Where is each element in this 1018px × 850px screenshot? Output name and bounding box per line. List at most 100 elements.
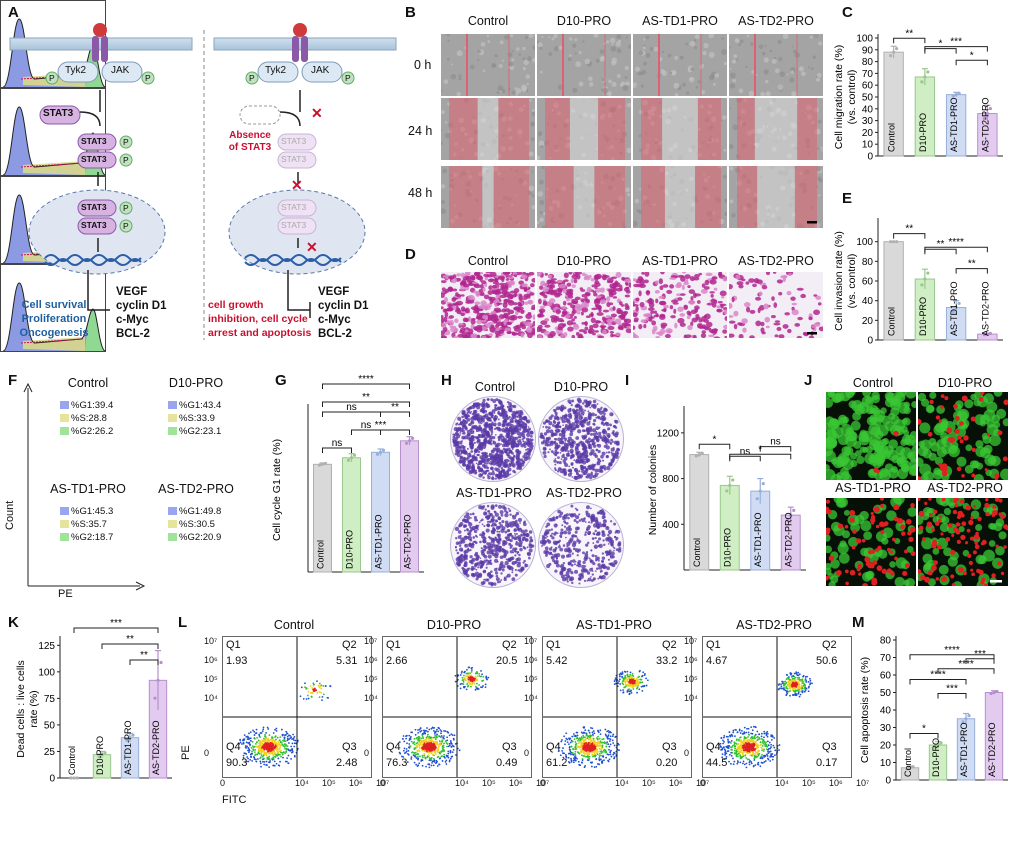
quadrant-label: 0.20 <box>656 757 677 769</box>
sig-label: ns <box>770 437 781 448</box>
data-point <box>159 661 162 664</box>
sig-label: ns <box>740 446 751 457</box>
y-tick-label: 75 <box>44 694 56 705</box>
data-point <box>156 679 159 682</box>
y-axis-title-2: rate (%) <box>28 690 40 727</box>
sig-label: ** <box>362 392 370 403</box>
outcome-label: Proliferation <box>14 312 94 326</box>
y-tick-label: 50 <box>880 688 892 699</box>
sig-label: ** <box>126 634 134 645</box>
sig-label: **** <box>948 237 964 248</box>
data-point <box>889 54 892 57</box>
y-tick: 10⁶ <box>524 655 538 665</box>
group-title: AS-TD2-PRO <box>918 481 1012 495</box>
y-tick-label: 40 <box>862 296 874 307</box>
data-point <box>153 697 156 700</box>
quadrant-label: 44.5 <box>706 757 727 769</box>
outcome-label: cell growth <box>208 298 328 312</box>
quadrant-label: 1.93 <box>226 655 247 667</box>
data-point <box>920 80 923 83</box>
stat3-faded: STAT3 <box>281 220 306 230</box>
gene-label: BCL-2 <box>116 327 167 341</box>
category-label: D10-PRO <box>95 736 105 775</box>
data-point <box>889 240 892 243</box>
y-tick: 0 <box>364 748 369 758</box>
y-tick: 0 <box>684 748 689 758</box>
y-tick-label: 70 <box>880 653 892 664</box>
stat3-label: STAT3 <box>81 154 107 164</box>
data-point <box>792 509 795 512</box>
y-tick-label: 0 <box>49 774 55 785</box>
pe-axis-label: PE <box>58 588 73 600</box>
sig-label: * <box>758 444 762 455</box>
y-tick: 10⁴ <box>204 693 218 703</box>
tyk2-label-left: Tyk2 <box>65 65 86 76</box>
y-tick-label: 100 <box>38 667 55 678</box>
x-tick: 10⁷ <box>856 778 869 788</box>
y-axis-title-2: (vs. control) <box>846 70 858 125</box>
data-point <box>992 691 995 694</box>
group-title: AS-TD1-PRO <box>632 14 728 28</box>
stat3-label: STAT3 <box>81 220 107 230</box>
category-label: D10-PRO <box>918 297 928 336</box>
jak-label-left: JAK <box>111 65 129 76</box>
sig-label: **** <box>958 659 974 670</box>
data-point <box>926 272 929 275</box>
quadrant-label: Q3 <box>342 741 357 753</box>
data-point <box>347 459 350 462</box>
quadrant-label: 5.42 <box>546 655 567 667</box>
group-title: AS-TD1-PRO <box>534 618 694 632</box>
sig-label: *** <box>375 420 387 431</box>
data-point <box>72 776 75 779</box>
data-point <box>75 776 78 779</box>
quadrant-label: 0.49 <box>496 757 517 769</box>
data-point <box>958 92 961 95</box>
x-tick: 0 <box>700 778 705 788</box>
data-point <box>759 490 762 493</box>
category-label: AS-TD2-PRO <box>987 722 997 777</box>
stat3-label: STAT3 <box>81 202 107 212</box>
x-tick: 0 <box>380 778 385 788</box>
flow-ylabel: PE <box>180 745 192 760</box>
x-tick: 0 <box>220 778 225 788</box>
quadrant-label: Q1 <box>386 639 401 651</box>
group-title: Control <box>36 376 140 390</box>
count-axis-label: Count <box>4 501 16 530</box>
y-tick-label: 25 <box>44 747 56 758</box>
data-point <box>989 692 992 695</box>
data-point <box>952 94 955 97</box>
sig-label: ns <box>346 402 357 413</box>
left-outcomes: Cell survival Proliferation Oncogenesis <box>14 298 94 340</box>
y-tick: 10⁷ <box>524 636 537 646</box>
data-point <box>379 451 382 454</box>
category-label: AS-TD1-PRO <box>949 97 959 152</box>
data-point <box>725 489 728 492</box>
y-tick-label: 20 <box>862 128 874 139</box>
sig-label: ** <box>391 402 399 413</box>
group-title: Control <box>214 618 374 632</box>
category-label: AS-TD2-PRO <box>980 97 990 152</box>
p-label: P <box>49 73 55 83</box>
group-title: D10-PRO <box>144 376 248 390</box>
y-tick: 10⁴ <box>364 693 378 703</box>
category-label: AS-TD1-PRO <box>123 720 133 775</box>
wound-image <box>441 34 535 96</box>
wound-image <box>633 166 727 228</box>
y-tick-label: 50 <box>862 93 874 104</box>
quadrant-label: Q2 <box>502 639 517 651</box>
sig-label: ** <box>905 224 913 235</box>
quadrant-label: Q4 <box>386 741 401 753</box>
category-label: AS-TD2-PRO <box>151 720 161 775</box>
x-tick: 10⁵ <box>322 778 336 788</box>
svg-text:✕: ✕ <box>306 239 318 255</box>
data-point <box>895 47 898 50</box>
y-tick: 0 <box>204 748 209 758</box>
jak-label-right: JAK <box>311 65 329 76</box>
y-tick: 10⁵ <box>364 674 378 684</box>
stat3-faded: STAT3 <box>281 202 306 212</box>
wound-image <box>537 98 631 160</box>
y-tick-label: 20 <box>862 316 874 327</box>
x-tick: 10⁴ <box>615 778 629 788</box>
absence-line: Absence <box>222 130 278 142</box>
sig-label: ns <box>332 438 343 449</box>
